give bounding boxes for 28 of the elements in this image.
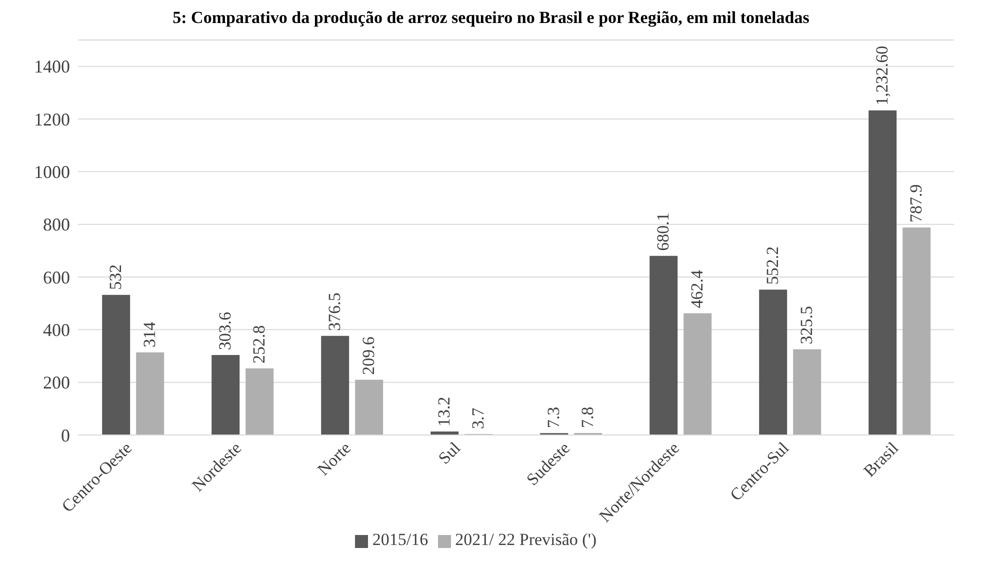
data-label: 13.2	[434, 396, 454, 427]
data-label: 7.3	[544, 406, 564, 428]
data-label: 376.5	[325, 292, 344, 331]
data-label: 314	[140, 321, 160, 348]
data-label: 462.4	[688, 269, 707, 308]
y-tick-label: 200	[43, 372, 70, 393]
legend-label: 2021/ 22 Previsão (')	[455, 530, 597, 549]
data-label: 532	[106, 264, 126, 290]
x-tick-label: Sul	[434, 438, 464, 468]
y-tick-label: 800	[43, 214, 70, 235]
data-label: 303.6	[216, 312, 235, 350]
data-label: 7.8	[578, 406, 598, 428]
data-label: 552.2	[763, 246, 782, 285]
data-label: 252.8	[250, 325, 269, 364]
y-tick-label: 1000	[34, 162, 70, 182]
chart-title: 5: Comparativo da produção de arroz sequeiro no Brasil e por Região, em mil toneladas	[172, 8, 810, 29]
data-label: 680.1	[654, 212, 673, 251]
y-tick-label: 400	[43, 320, 70, 340]
y-tick-label: 1400	[34, 56, 70, 77]
y-tick-label: 1200	[34, 109, 70, 130]
y-tick-label: 600	[43, 267, 70, 288]
data-label: 3.7	[468, 407, 488, 430]
data-label: 1,232.60	[872, 46, 892, 106]
legend-label: 2015/16	[372, 530, 428, 549]
data-label: 325.5	[797, 306, 816, 344]
data-label: 209.6	[359, 336, 378, 375]
y-tick-label: 0	[61, 425, 70, 446]
data-label: 787.9	[906, 184, 926, 223]
